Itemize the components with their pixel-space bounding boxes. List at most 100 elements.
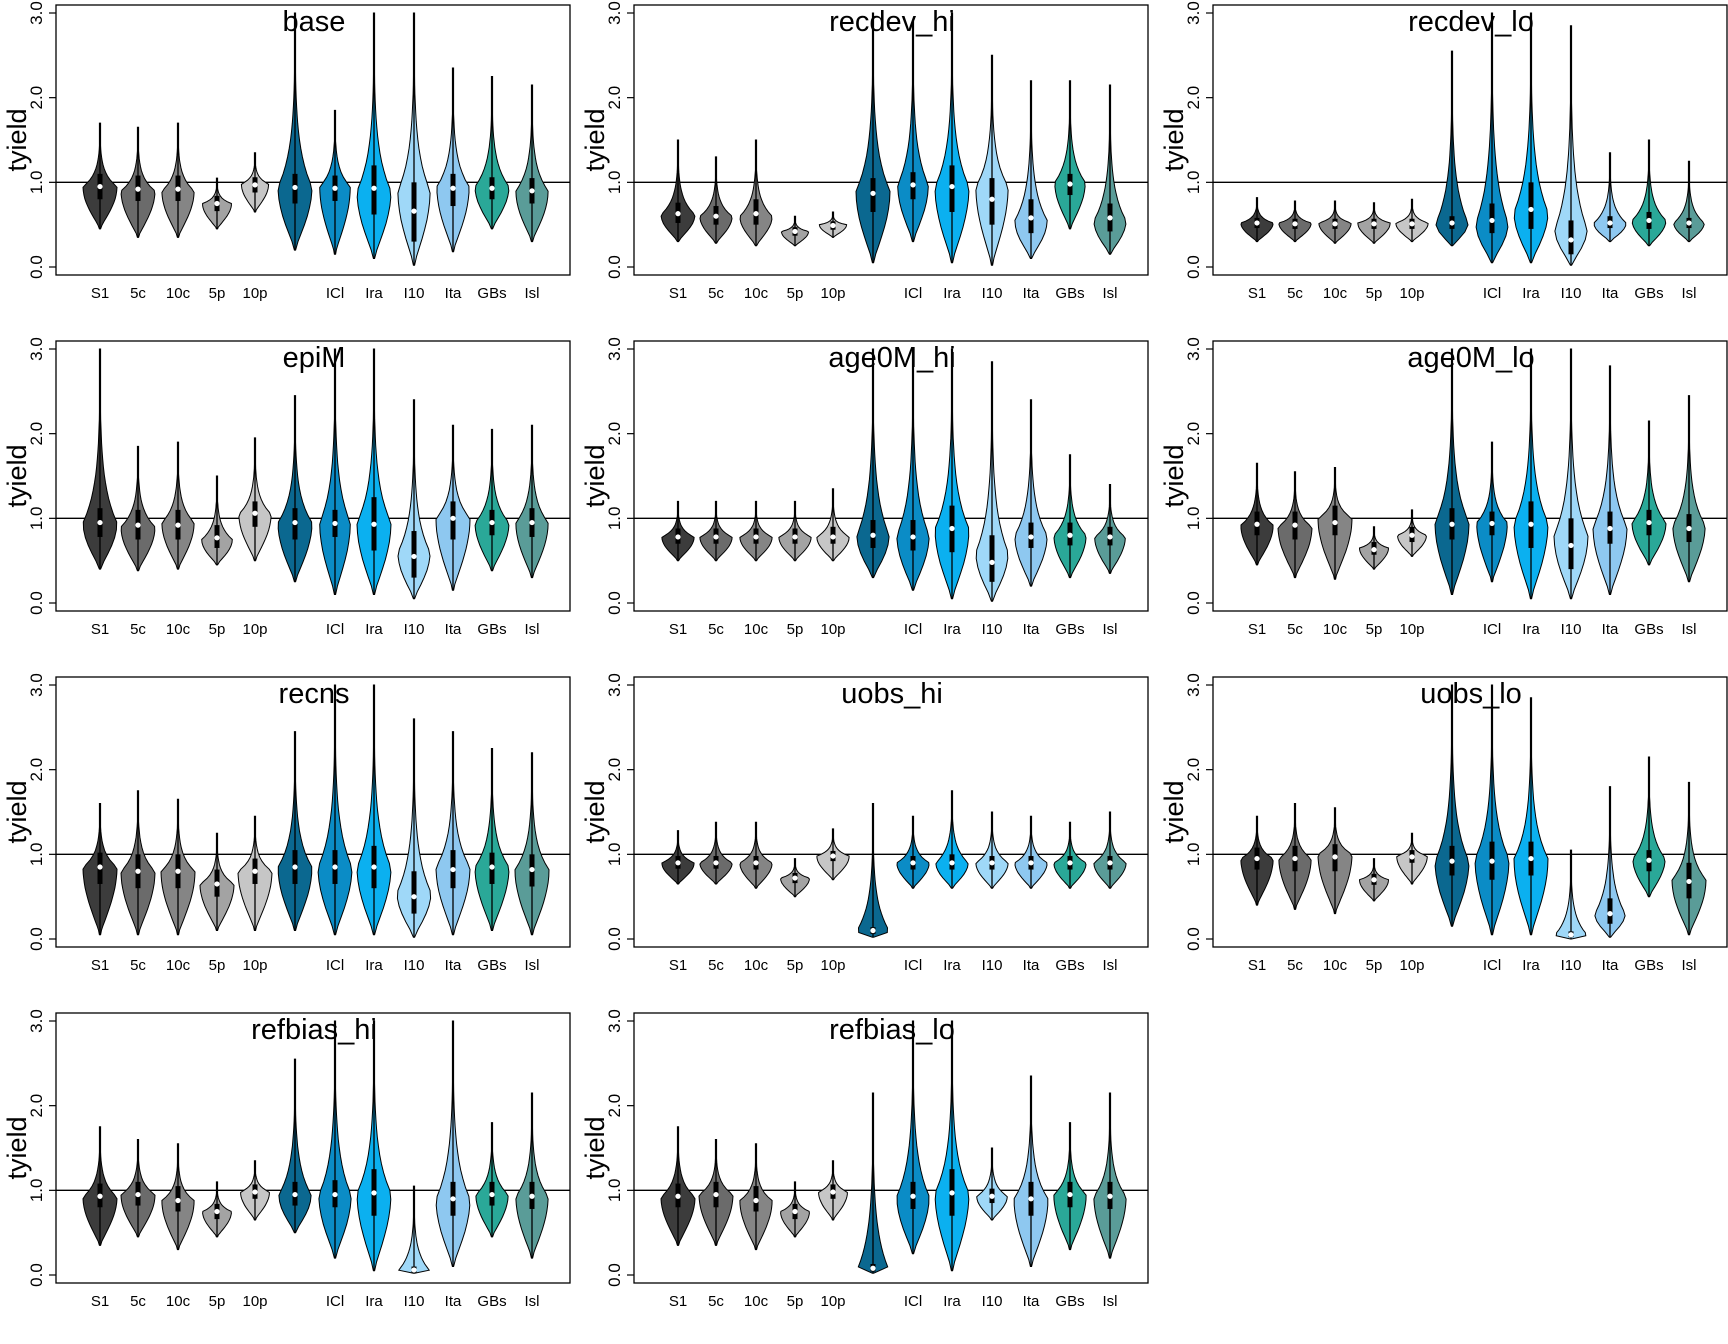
x-tick-label: 5c bbox=[1287, 621, 1303, 638]
violin-median bbox=[529, 519, 535, 526]
y-tick-label: 2.0 bbox=[605, 422, 624, 446]
y-tick-label: 1.0 bbox=[27, 843, 46, 867]
violin-median bbox=[675, 534, 681, 540]
violin-5c bbox=[698, 1139, 734, 1246]
violin-i10 bbox=[975, 361, 1009, 602]
violin-median bbox=[97, 519, 103, 526]
x-tick-label: 10p bbox=[1399, 621, 1424, 638]
y-tick-label: 0.0 bbox=[605, 1263, 624, 1287]
x-tick-label: GBs bbox=[1634, 285, 1663, 302]
x-tick-label: 5c bbox=[708, 1293, 724, 1310]
panel-frame bbox=[55, 340, 571, 612]
x-tick-label: Isl bbox=[525, 1293, 540, 1310]
y-tick-label: 2.0 bbox=[27, 1094, 46, 1118]
y-tick-label: 0.0 bbox=[605, 927, 624, 951]
x-tick-label: 10c bbox=[1323, 621, 1348, 638]
violin-median bbox=[214, 200, 220, 207]
violin-ita bbox=[1593, 152, 1627, 243]
violin-median bbox=[252, 182, 258, 188]
violin-s1 bbox=[661, 830, 695, 885]
violin-icl bbox=[1476, 441, 1508, 583]
violin-isl bbox=[515, 424, 549, 579]
panel-title: age0M_lo bbox=[1407, 342, 1534, 374]
violin-5p bbox=[1357, 202, 1391, 244]
y-tick-label: 1.0 bbox=[605, 1179, 624, 1203]
violin-median bbox=[1449, 521, 1455, 527]
x-tick-label: 10p bbox=[242, 1293, 267, 1310]
x-tick-label: Ira bbox=[943, 1293, 961, 1310]
x-tick-label: Ira bbox=[1522, 285, 1540, 302]
violin-10c bbox=[161, 1143, 195, 1251]
violin-ira bbox=[935, 790, 969, 889]
violin-gbs bbox=[474, 748, 510, 931]
x-tick-label: 5c bbox=[1287, 285, 1303, 302]
x-tick-label: Isl bbox=[1103, 1293, 1118, 1310]
violin-s1 bbox=[661, 500, 695, 562]
x-tick-label: GBs bbox=[1055, 285, 1084, 302]
violin-median bbox=[529, 1193, 535, 1199]
violin-isl bbox=[1093, 84, 1127, 255]
violin-10c bbox=[739, 1143, 773, 1251]
violin-5c bbox=[120, 790, 156, 936]
x-tick-label: 5p bbox=[1366, 621, 1383, 638]
violin-5c bbox=[699, 500, 733, 562]
violin-median bbox=[1528, 206, 1534, 213]
x-tick-label: 5c bbox=[708, 957, 724, 974]
violin-median bbox=[411, 894, 417, 900]
x-tick-label: GBs bbox=[477, 621, 506, 638]
y-tick-label: 3.0 bbox=[1184, 673, 1203, 697]
x-tick-label: Isl bbox=[1682, 285, 1697, 302]
x-tick-label: S1 bbox=[1248, 957, 1266, 974]
violin-median bbox=[989, 559, 995, 565]
violin-median bbox=[1107, 1193, 1113, 1199]
x-tick-label: 10p bbox=[1399, 285, 1424, 302]
violin-isl bbox=[514, 752, 550, 936]
x-tick-label: Isl bbox=[1103, 621, 1118, 638]
violin-median bbox=[910, 534, 916, 540]
violin-median bbox=[489, 1191, 495, 1198]
violin-blank bbox=[278, 1058, 312, 1234]
violin-median bbox=[870, 532, 876, 538]
panel-frame bbox=[55, 1012, 571, 1284]
y-tick-label: 2.0 bbox=[1184, 86, 1203, 110]
violin-i10 bbox=[1554, 25, 1588, 266]
x-tick-label: I10 bbox=[982, 621, 1003, 638]
violin-ita bbox=[1013, 1075, 1049, 1267]
panel-frame bbox=[1212, 676, 1728, 948]
violin-10c bbox=[1317, 467, 1353, 580]
panel-recdev-hi: 0.0 1.0 2.0 3.0 tyield S1 5c 10c 5p 10p ICl Ira I10 I… bbox=[580, 1, 1149, 302]
y-axis-label: tyield bbox=[580, 444, 610, 507]
violin-blank bbox=[856, 348, 890, 579]
x-tick-label: 5p bbox=[209, 621, 226, 638]
violin-icl bbox=[896, 1020, 930, 1255]
violin-median bbox=[949, 183, 955, 190]
x-tick-label: 10p bbox=[242, 621, 267, 638]
violin-median bbox=[675, 211, 681, 217]
panel-title: epiM bbox=[283, 342, 346, 374]
violin-icl bbox=[896, 348, 930, 591]
violin-isl bbox=[1093, 1092, 1127, 1259]
y-tick-label: 0.0 bbox=[605, 255, 624, 279]
violin-s1 bbox=[82, 1126, 118, 1246]
y-tick-label: 2.0 bbox=[1184, 422, 1203, 446]
violin-median bbox=[792, 534, 798, 540]
violin-median bbox=[1409, 532, 1415, 538]
y-tick-label: 2.0 bbox=[27, 422, 46, 446]
panel-recns: 0.0 1.0 2.0 3.0 tyield S1 5c 10c 5p 10p ICl Ira I10 I… bbox=[2, 673, 571, 974]
violin-ira bbox=[356, 12, 392, 259]
violin-5p bbox=[1358, 858, 1390, 902]
y-axis-label: tyield bbox=[580, 1116, 610, 1179]
violin-icl bbox=[318, 1020, 352, 1259]
violin-median bbox=[830, 534, 836, 540]
violin-5c bbox=[120, 1139, 156, 1238]
x-tick-label: 5c bbox=[130, 285, 146, 302]
x-tick-label: S1 bbox=[91, 957, 109, 974]
x-tick-label: Ita bbox=[1602, 621, 1619, 638]
violin-median bbox=[675, 1193, 681, 1199]
y-tick-label: 1.0 bbox=[27, 171, 46, 195]
violin-median bbox=[753, 860, 759, 866]
violin-median bbox=[989, 860, 995, 866]
y-tick-label: 3.0 bbox=[1184, 1, 1203, 25]
violin-median bbox=[1107, 860, 1113, 866]
